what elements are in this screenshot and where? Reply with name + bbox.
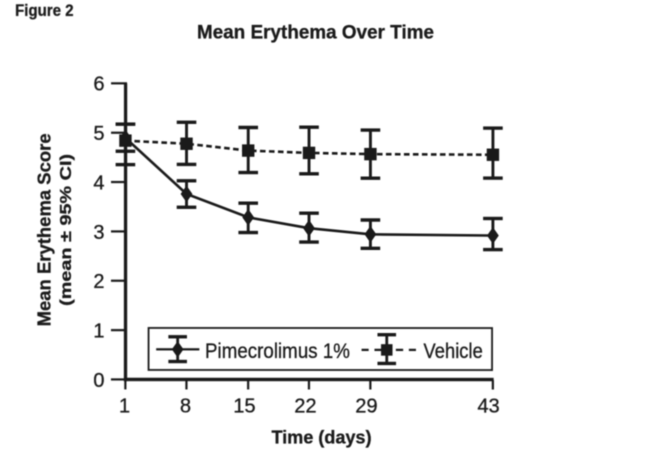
- svg-text:4: 4: [93, 172, 104, 194]
- svg-text:5: 5: [93, 123, 104, 145]
- svg-text:6: 6: [93, 74, 104, 96]
- svg-text:Time (days): Time (days): [272, 426, 372, 447]
- svg-text:8: 8: [180, 395, 191, 417]
- svg-text:1: 1: [93, 320, 104, 342]
- svg-text:2: 2: [93, 271, 104, 293]
- svg-text:29: 29: [355, 395, 377, 417]
- svg-text:Pimecrolimus 1%: Pimecrolimus 1%: [205, 340, 350, 363]
- svg-text:(mean ± 95% CI): (mean ± 95% CI): [58, 154, 75, 306]
- svg-text:3: 3: [93, 222, 104, 244]
- svg-text:22: 22: [294, 395, 316, 417]
- svg-text:Mean Erythema Score: Mean Erythema Score: [34, 133, 54, 326]
- svg-text:1: 1: [119, 395, 130, 417]
- svg-text:0: 0: [93, 370, 104, 392]
- svg-text:Vehicle: Vehicle: [423, 340, 482, 363]
- svg-text:43: 43: [477, 395, 499, 417]
- svg-text:15: 15: [233, 395, 255, 417]
- svg-text:Mean Erythema Over Time: Mean Erythema Over Time: [197, 23, 434, 44]
- svg-text:Figure 2: Figure 2: [15, 1, 74, 20]
